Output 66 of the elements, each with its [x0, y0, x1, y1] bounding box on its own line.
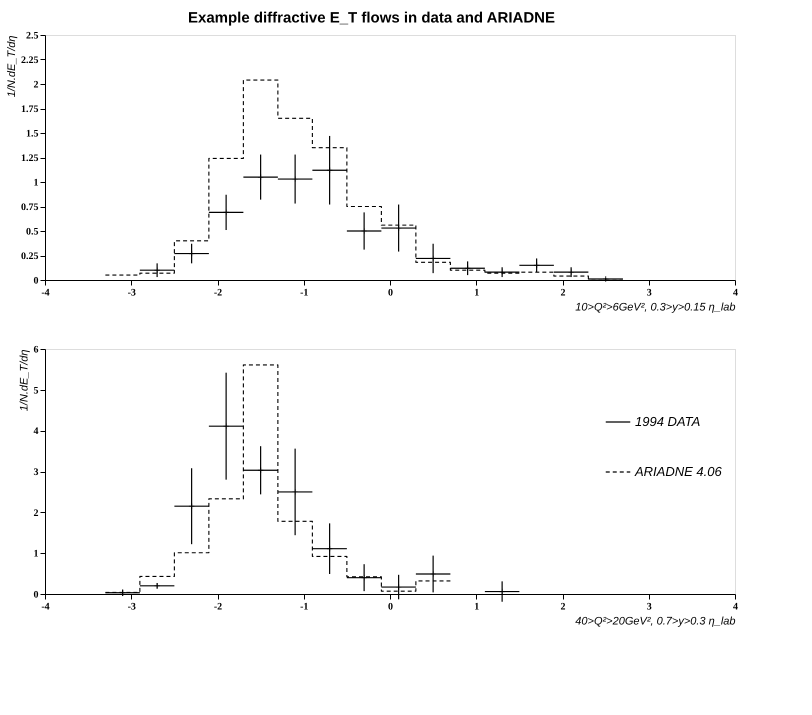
point: [360, 574, 368, 582]
x-tick-label: 1: [474, 602, 480, 612]
legend-label: ARIADNE 4.06: [634, 464, 722, 479]
x-tick-label: -1: [300, 288, 308, 298]
y-tick-label: 2: [34, 80, 38, 90]
point: [464, 264, 471, 272]
y-tick-label: 2: [34, 508, 38, 519]
x-axis-title: 40>Q²>20GeV², 0.7>y>0.3 η_lab: [575, 616, 736, 628]
x-tick-label: -2: [214, 602, 222, 612]
point: [533, 262, 540, 269]
y-tick-label: 4: [34, 426, 38, 438]
point: [154, 582, 160, 590]
y-axis-title: 1/N.dE_T/dη: [18, 350, 30, 412]
legend-label: 1994 DATA: [635, 414, 700, 429]
x-tick-label: 0: [388, 288, 393, 298]
point: [430, 255, 436, 262]
y-tick-label: 6: [34, 344, 38, 356]
x-tick-label: 4: [733, 288, 738, 298]
x-tick-label: 2: [560, 602, 566, 612]
x-tick-label: -4: [41, 602, 50, 612]
y-tick-label: 0.5: [26, 226, 38, 238]
y-tick-label: 1.5: [26, 128, 38, 140]
x-tick-label: -3: [128, 288, 136, 298]
x-tick-label: 4: [733, 602, 738, 612]
point: [326, 166, 333, 174]
y-tick-label: 2.25: [21, 55, 38, 66]
x-axis-title: 10>Q²>6GeV², 0.3>y>0.15 η_lab: [575, 302, 736, 314]
x-tick-label: -4: [41, 288, 50, 298]
point: [498, 588, 506, 595]
point: [326, 545, 333, 552]
y-tick-label: 0: [34, 276, 38, 286]
y-tick-label: 1.75: [21, 104, 38, 115]
x-tick-label: 1: [474, 288, 480, 298]
x-tick-label: 3: [646, 288, 652, 298]
point: [568, 268, 574, 276]
chart-title: Example diffractive E_T flows in data and ARIADNE: [188, 10, 556, 26]
point: [188, 250, 195, 257]
y-tick-label: 2.5: [26, 30, 38, 42]
point: [395, 584, 402, 590]
y-tick-label: 0.75: [21, 202, 38, 213]
point: [498, 268, 506, 276]
point: [257, 466, 264, 474]
x-tick-label: -3: [128, 602, 136, 612]
y-tick-label: 5: [34, 385, 38, 396]
point: [430, 570, 436, 578]
x-tick-label: 3: [646, 602, 652, 612]
y-tick-label: 1.25: [21, 153, 38, 164]
y-tick-label: 0.25: [21, 251, 38, 262]
x-tick-label: 2: [560, 288, 566, 298]
x-tick-label: -1: [300, 602, 308, 612]
point: [257, 174, 264, 180]
point: [292, 488, 298, 496]
y-tick-label: 0: [34, 590, 38, 600]
point: [360, 228, 368, 234]
y-tick-label: 1: [34, 548, 38, 560]
y-tick-label: 1: [34, 178, 38, 188]
x-tick-label: -2: [214, 288, 222, 298]
point: [292, 176, 298, 182]
point: [222, 209, 230, 216]
point: [188, 502, 195, 510]
point: [395, 224, 402, 232]
x-tick-label: 0: [388, 602, 393, 612]
point: [154, 266, 160, 274]
point: [222, 422, 230, 430]
y-tick-label: 3: [34, 467, 38, 478]
y-axis-title: 1/N.dE_T/dη: [6, 36, 18, 98]
